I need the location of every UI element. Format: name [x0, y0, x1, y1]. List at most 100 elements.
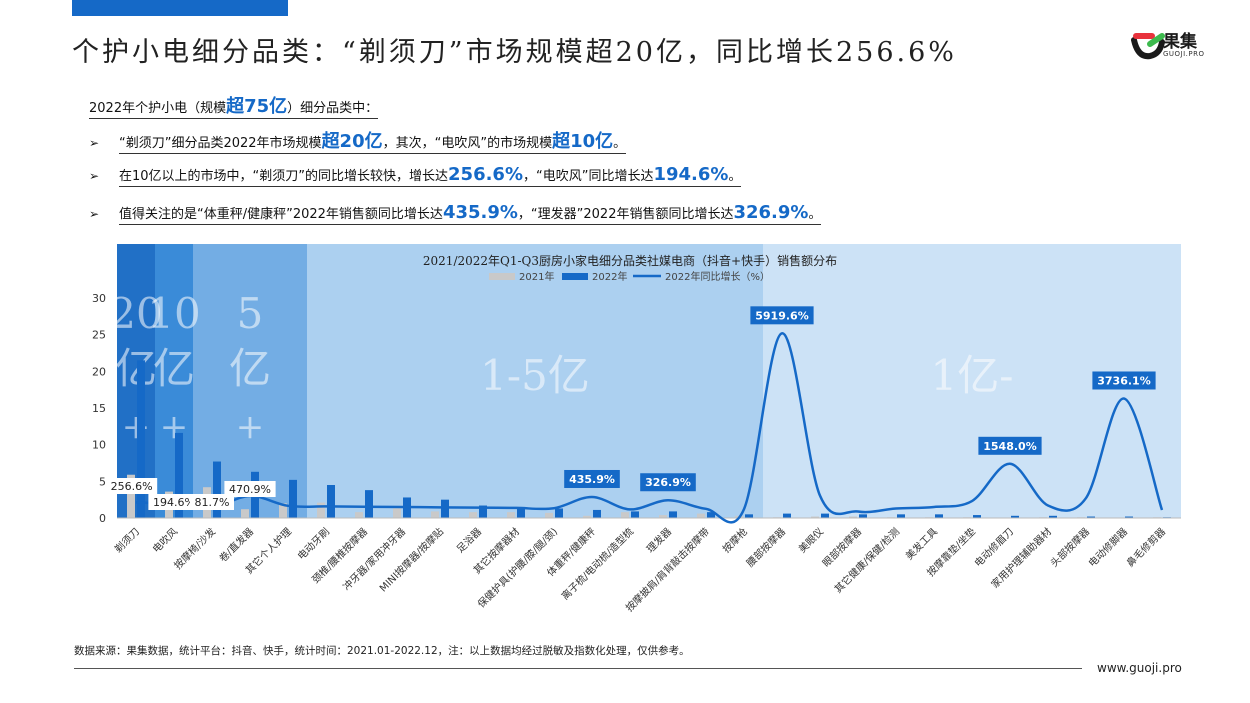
x-tick-label: MINI按摩器/按摩贴 — [377, 525, 447, 595]
band-label-1-0: 10 — [147, 289, 200, 338]
x-tick-label: 美发工具 — [903, 525, 940, 562]
band-label-1-1: 亿 — [153, 344, 195, 393]
footer-divider — [74, 668, 1082, 669]
growth-label: 326.9% — [645, 476, 691, 489]
guoji-logo-icon — [1131, 33, 1165, 60]
x-tick-label: 足浴器 — [454, 526, 484, 556]
page-title: 个护小电细分品类：“剃须刀”市场规模超20亿，同比增长256.6% — [72, 37, 957, 68]
growth-label: 1548.0% — [983, 440, 1036, 453]
segment-band-2 — [193, 244, 307, 518]
bar-2021 — [241, 509, 249, 518]
summary-bullet-3: ➢ 值得关注的是“体重秤/健康秤”2022年销售额同比增长达435.9%，“理发器… — [89, 202, 822, 225]
bar-2022 — [555, 508, 563, 518]
x-tick-label: 电动牙刷 — [295, 525, 332, 562]
chart-title: 2021/2022年Q1-Q3厨房小家电细分品类社媒电商（抖音+快手）销售额分布 — [423, 253, 837, 268]
y-tick-label: 15 — [92, 402, 106, 415]
legend-label-growth: 2022年同比增长（%） — [665, 270, 770, 283]
growth-label-box — [190, 494, 234, 510]
bar-2022 — [669, 511, 677, 518]
bar-2022 — [973, 515, 981, 518]
x-tick-label: 其它健康/保健/检测 — [832, 525, 903, 596]
y-tick-label: 25 — [92, 329, 106, 342]
bar-2022 — [327, 485, 335, 518]
growth-label-box — [148, 494, 200, 510]
bar-2022 — [593, 509, 601, 518]
band-label-4-0: 1亿- — [931, 351, 1014, 400]
growth-label-box — [640, 473, 696, 492]
bar-2021 — [355, 512, 363, 518]
sales-distribution-chart: 20亿+10亿+5亿+1-5亿 1亿-2021/2022年Q1-Q3厨房小家电细分… — [92, 244, 1181, 614]
y-tick-label: 5 — [99, 475, 106, 488]
bar-2022 — [707, 512, 715, 518]
bar-2021 — [393, 508, 401, 518]
bar-2021 — [317, 502, 325, 518]
logo-subtext: GUOJI.PRO — [1163, 50, 1205, 58]
summary-intro: 2022年个护小电（规模超75亿）细分品类中： — [89, 96, 379, 119]
x-tick-label: 美眼仪 — [796, 525, 826, 555]
bar-2022 — [137, 360, 145, 518]
growth-label-box — [750, 306, 814, 325]
summary-bullet-2: ➢ 在10亿以上的市场中，“剃须刀”的同比增长较快，增长达256.6%，“电吹风”… — [89, 164, 742, 187]
intro-highlight: 超75亿 — [226, 96, 288, 117]
bar-2022 — [213, 461, 221, 518]
x-tick-label: 按摩枪 — [720, 525, 750, 555]
x-tick-label: 按摩椅/沙发 — [171, 525, 218, 572]
x-tick-label: 理发器 — [644, 525, 674, 555]
y-tick-label: 0 — [99, 512, 106, 525]
segment-band-0 — [117, 244, 155, 518]
segment-band-1 — [155, 244, 193, 518]
bar-2022 — [935, 514, 943, 518]
bar-2022 — [517, 507, 525, 518]
growth-label: 256.6% — [111, 480, 153, 493]
arrow-bullet-icon: ➢ — [89, 207, 100, 221]
y-tick-label: 20 — [92, 365, 106, 378]
top-accent-bar — [72, 0, 288, 16]
bar-2022 — [1049, 515, 1057, 518]
band-label-1-2: + — [160, 407, 189, 447]
bar-2022 — [175, 432, 183, 518]
x-tick-label: 离子梳/电动梳/造型梳 — [559, 525, 637, 603]
bar-2022 — [821, 513, 829, 518]
bar-2022 — [897, 514, 905, 518]
band-label-0-2: + — [122, 407, 151, 447]
growth-label-box — [1092, 371, 1156, 390]
x-tick-label: 电吹风 — [150, 525, 180, 555]
band-label-3-0: 1-5亿 — [480, 351, 590, 400]
growth-label: 5919.6% — [755, 309, 808, 322]
band-label-2-2: + — [236, 407, 265, 447]
growth-line — [135, 332, 1164, 524]
x-tick-label: 卷/直发器 — [216, 525, 256, 565]
bar-2022 — [783, 513, 791, 518]
x-tick-label: 头部按摩器 — [1048, 525, 1093, 570]
logo-text: 果集 — [1163, 32, 1197, 52]
growth-label: 81.7% — [195, 496, 230, 509]
bar-2022 — [745, 514, 753, 518]
y-tick-label: 30 — [92, 292, 106, 305]
bar-2021 — [431, 511, 439, 518]
x-tick-label: 电动修脚器 — [1086, 525, 1131, 570]
growth-label-box — [224, 481, 276, 497]
bar-2022 — [1125, 516, 1133, 518]
band-label-0-1: 亿 — [115, 344, 157, 393]
bar-2021 — [621, 512, 629, 518]
bar-2021 — [849, 516, 857, 518]
growth-label-box — [106, 478, 158, 494]
bar-2022 — [1087, 516, 1095, 518]
footer-url: www.guoji.pro — [1097, 661, 1182, 675]
bar-2022 — [365, 490, 373, 518]
x-tick-label: 冲牙器/家用冲牙器 — [340, 525, 408, 593]
legend-label-2021: 2021年 — [519, 270, 554, 283]
bar-2022 — [479, 505, 487, 518]
x-tick-label: 腰部按摩器 — [744, 525, 789, 570]
legend-label-2022: 2022年 — [592, 270, 627, 283]
arrow-bullet-icon: ➢ — [89, 169, 100, 183]
x-tick-label: 剃须刀 — [112, 526, 142, 556]
growth-label: 435.9% — [569, 473, 615, 486]
arrow-bullet-icon: ➢ — [89, 136, 100, 150]
segment-band-3 — [307, 244, 763, 518]
growth-label: 470.9% — [229, 483, 271, 496]
band-label-2-0: 5 — [237, 289, 264, 338]
legend-swatch-2022 — [562, 273, 588, 280]
bar-2021 — [697, 513, 705, 518]
legend-swatch-2021 — [489, 273, 515, 280]
